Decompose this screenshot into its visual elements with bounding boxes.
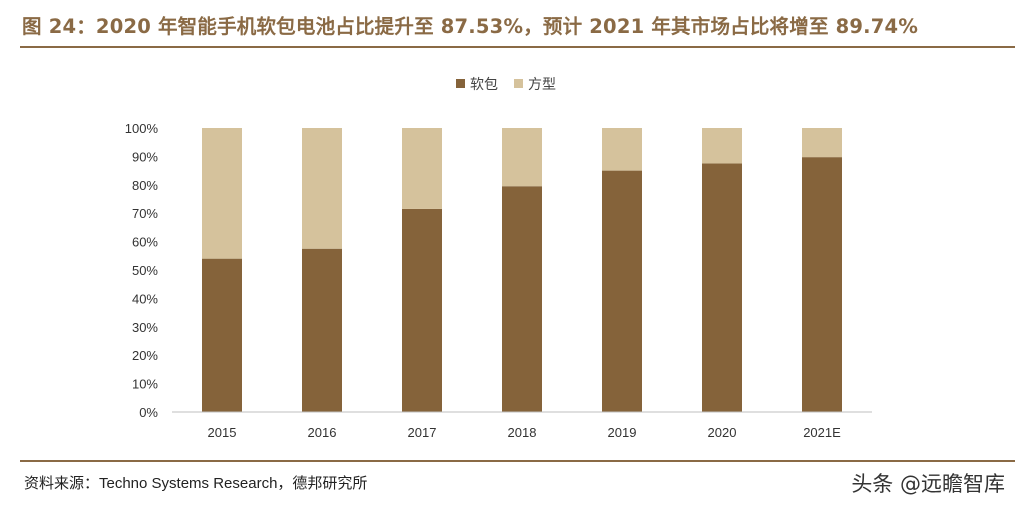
y-tick-label: 90% (132, 149, 158, 164)
bar-soft-pack-2019 (602, 170, 642, 412)
x-tick-label: 2020 (708, 425, 737, 440)
bar-soft-pack-2018 (502, 186, 542, 412)
bar-prismatic-2015 (202, 128, 242, 259)
source-divider (20, 460, 1015, 462)
bar-soft-pack-2020 (702, 163, 742, 412)
title-divider (20, 46, 1015, 48)
source-note: 资料来源：Techno Systems Research，德邦研究所 (24, 475, 368, 492)
y-tick-label: 70% (132, 206, 158, 221)
bar-prismatic-2017 (402, 128, 442, 209)
y-tick-label: 60% (132, 235, 158, 250)
legend-label-0: 软包 (470, 77, 498, 93)
figure-title: 图 24：2020 年智能手机软包电池占比提升至 87.53%，预计 2021 … (22, 15, 919, 38)
legend-swatch-1 (514, 79, 523, 88)
chart-legend: 软包 方型 (456, 77, 556, 93)
bar-soft-pack-2017 (402, 208, 442, 412)
y-tick-label: 80% (132, 178, 158, 193)
y-tick-label: 50% (132, 263, 158, 278)
x-tick-label: 2019 (608, 425, 637, 440)
y-tick-label: 20% (132, 348, 158, 363)
legend-swatch-0 (456, 79, 465, 88)
x-axis: 2015 2016 2017 2018 2019 2020 2021E (172, 411, 872, 440)
bar-soft-pack-2015 (202, 258, 242, 412)
y-tick-label: 100% (125, 121, 159, 136)
bar-soft-pack-2021E (802, 157, 842, 412)
bar-prismatic-2019 (602, 128, 642, 171)
bar-soft-pack-2016 (302, 248, 342, 412)
x-tick-label: 2016 (308, 425, 337, 440)
bar-prismatic-2016 (302, 128, 342, 249)
y-tick-label: 30% (132, 320, 158, 335)
bar-prismatic-2021E (802, 128, 842, 158)
bar-prismatic-2018 (502, 128, 542, 187)
watermark: 头条 @远瞻智库 (851, 472, 1005, 496)
y-tick-label: 40% (132, 291, 158, 306)
x-tick-label: 2015 (208, 425, 237, 440)
stacked-bar-chart: 软包 方型 0% 10% 20% 30% 40% 50% 60% 70% 80% 90% 100% 2… (125, 77, 872, 440)
y-axis: 0% 10% 20% 30% 40% 50% 60% 70% 80% 90% 100% (125, 121, 159, 420)
x-tick-label: 2021E (803, 425, 841, 440)
bar-prismatic-2020 (702, 128, 742, 164)
y-tick-label: 10% (132, 377, 158, 392)
x-tick-label: 2018 (508, 425, 537, 440)
y-tick-label: 0% (139, 405, 158, 420)
legend-label-1: 方型 (528, 77, 556, 93)
x-tick-label: 2017 (408, 425, 437, 440)
bars (202, 128, 842, 412)
